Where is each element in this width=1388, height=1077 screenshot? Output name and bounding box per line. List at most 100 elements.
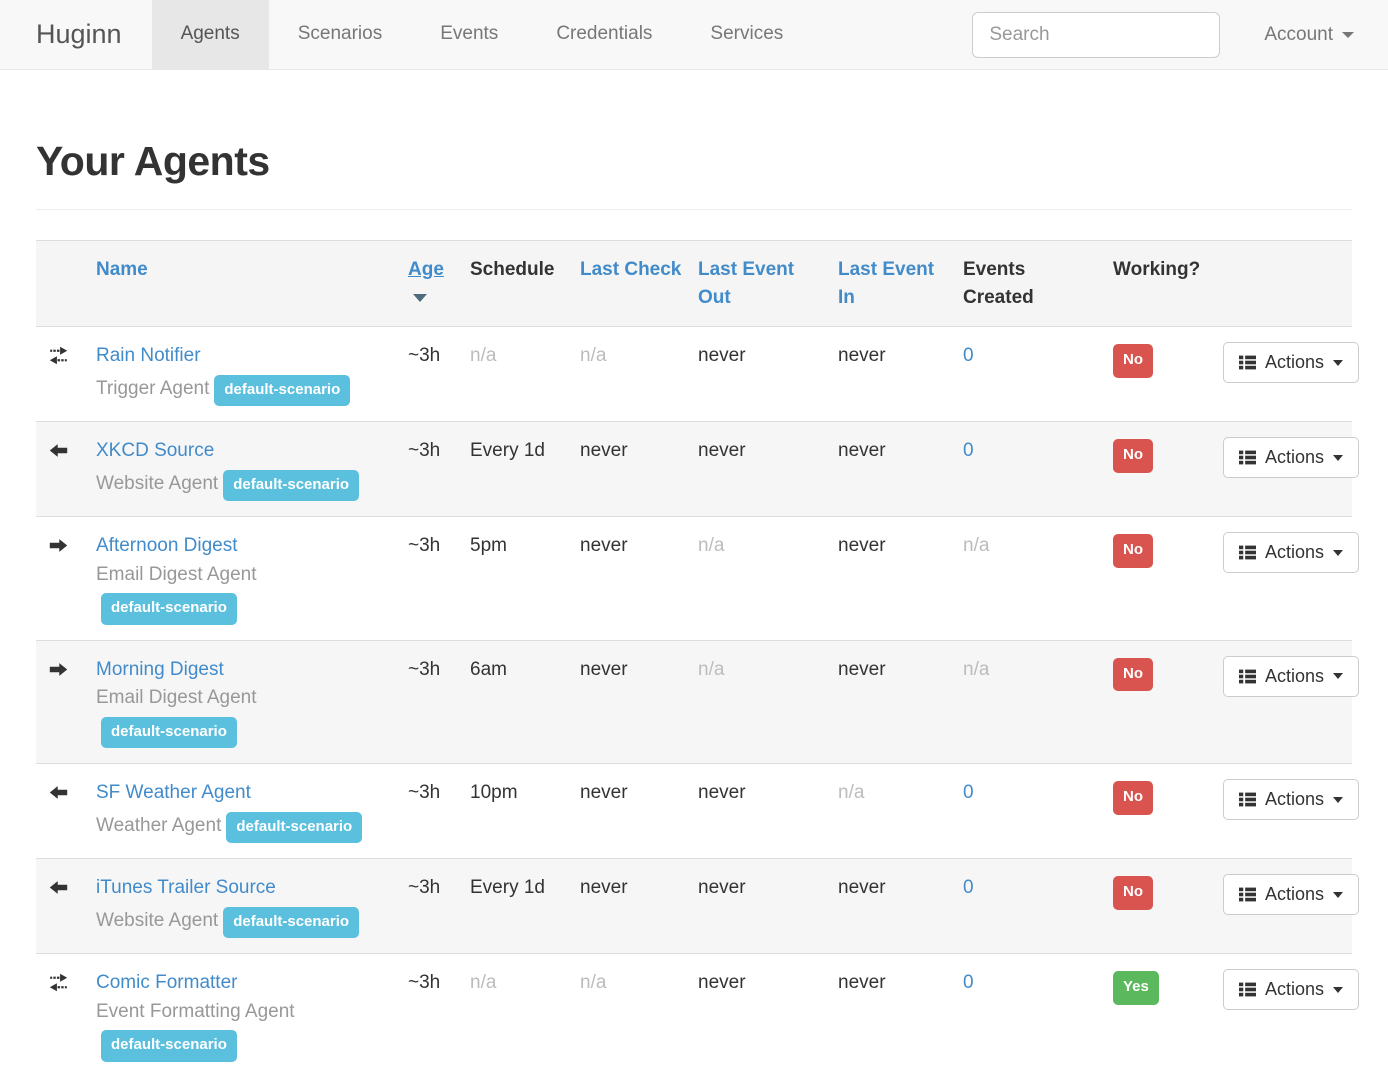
agent-name-link[interactable]: XKCD Source: [96, 440, 215, 462]
events-created-cell: 0: [955, 421, 1105, 517]
name-cell: iTunes Trailer Source Website Agent defau…: [88, 858, 400, 954]
last-event-out-cell: never: [690, 421, 830, 517]
sort-desc-icon: [413, 293, 427, 302]
agent-name-link[interactable]: iTunes Trailer Source: [96, 877, 276, 899]
last-event-out-cell: never: [690, 326, 830, 422]
age-value: ~3h: [408, 535, 441, 557]
actions-button-label: Actions: [1265, 789, 1325, 810]
last-event-in-cell: never: [830, 858, 955, 954]
scenario-badge[interactable]: default-scenario: [101, 1030, 237, 1062]
actions-button-label: Actions: [1265, 884, 1325, 905]
last-check-value: never: [580, 535, 628, 557]
nav-item-scenarios[interactable]: Scenarios: [297, 23, 383, 44]
header-age-link[interactable]: Age: [408, 259, 444, 280]
header-name-link[interactable]: Name: [96, 259, 148, 280]
working-cell: No: [1105, 421, 1215, 517]
actions-button[interactable]: Actions: [1223, 532, 1360, 574]
working-cell: No: [1105, 763, 1215, 859]
last-event-in-cell: never: [830, 953, 955, 1077]
agents-table: Name Age Schedule Last Check Last Event …: [36, 239, 1360, 1077]
nav-item-services[interactable]: Services: [710, 23, 784, 44]
nav-item-agents[interactable]: Agents: [151, 0, 269, 69]
direction-cell: [36, 953, 88, 1077]
scenario-badge[interactable]: default-scenario: [223, 469, 360, 502]
header-last-event-out-link[interactable]: Last Event Out: [698, 259, 795, 308]
header-events-created: Events Created: [955, 239, 1105, 328]
last-check-value: never: [580, 782, 628, 804]
scenario-badge[interactable]: default-scenario: [101, 716, 237, 749]
nav-item-credentials[interactable]: Credentials: [556, 23, 653, 44]
chevron-down-icon: [1333, 549, 1344, 556]
last-check-value: never: [580, 877, 628, 899]
th-list-icon: [1239, 668, 1256, 685]
last-event-out-value: n/a: [698, 535, 725, 557]
last-check-value: n/a: [580, 345, 607, 367]
th-list-icon: [1239, 354, 1256, 371]
agent-row: Comic Formatter Event Formatting Agentde…: [36, 953, 1360, 1077]
header-last-check-link[interactable]: Last Check: [580, 259, 682, 280]
agent-name-link[interactable]: SF Weather Agent: [96, 782, 251, 804]
th-list-icon: [1239, 981, 1256, 998]
nav-item-events[interactable]: Events: [440, 23, 499, 44]
working-cell: No: [1105, 326, 1215, 422]
agent-name-link[interactable]: Morning Digest: [96, 658, 224, 680]
last-event-in-cell: n/a: [830, 763, 955, 859]
age-cell: ~3h: [400, 953, 462, 1077]
brand-logo[interactable]: Huginn: [36, 19, 122, 49]
agent-row: Rain Notifier Trigger Agent default-scena…: [36, 326, 1360, 422]
working-status-badge: No: [1113, 439, 1153, 473]
direction-cell: [36, 421, 88, 517]
header-last-event-in: Last Event In: [830, 239, 955, 328]
direction-cell: [36, 639, 88, 764]
agent-type-label: Website Agent: [96, 472, 219, 494]
events-created-value: n/a: [963, 658, 990, 680]
working-status-badge: No: [1113, 657, 1153, 692]
agent-row: XKCD Source Website Agent default-scenari…: [36, 421, 1360, 517]
main-content: Your Agents Name Age Schedule Last Check…: [0, 138, 1388, 1077]
schedule-cell: n/a: [462, 326, 572, 422]
agent-row: Afternoon Digest Email Digest Agent defau…: [36, 516, 1360, 641]
age-value: ~3h: [408, 972, 441, 994]
actions-button[interactable]: Actions: [1223, 437, 1360, 479]
agent-name-link[interactable]: Rain Notifier: [96, 345, 201, 367]
header-schedule-label: Schedule: [470, 259, 555, 280]
scenario-badge[interactable]: default-scenario: [223, 906, 360, 939]
arrow-right-icon: [49, 660, 80, 679]
actions-button[interactable]: Actions: [1223, 779, 1360, 821]
schedule-cell: 10pm: [462, 763, 572, 859]
schedule-value: 6am: [470, 658, 507, 680]
last-check-value: never: [580, 440, 628, 462]
working-cell: No: [1105, 858, 1215, 954]
agent-name-link[interactable]: Comic Formatter: [96, 972, 238, 994]
actions-button[interactable]: Actions: [1223, 874, 1360, 916]
events-created-cell: 0: [955, 858, 1105, 954]
schedule-value: Every 1d: [470, 440, 545, 462]
agent-type-label: Trigger Agent: [96, 377, 210, 399]
search-input[interactable]: [972, 11, 1221, 58]
title-divider: [36, 209, 1352, 210]
last-event-in-value: never: [838, 658, 886, 680]
name-cell: SF Weather Agent Weather Agent default-sc…: [88, 763, 400, 859]
last-event-out-cell: n/a: [690, 639, 830, 764]
last-check-cell: n/a: [572, 326, 690, 422]
account-menu[interactable]: Account: [1264, 24, 1354, 46]
age-value: ~3h: [408, 877, 441, 899]
last-event-out-cell: never: [690, 953, 830, 1077]
agent-type-label: Email Digest Agent: [96, 563, 257, 585]
scenario-badge[interactable]: default-scenario: [214, 374, 351, 407]
working-status-badge: No: [1113, 534, 1153, 568]
age-cell: ~3h: [400, 858, 462, 954]
th-list-icon: [1239, 791, 1256, 808]
direction-cell: [36, 516, 88, 641]
header-last-event-in-link[interactable]: Last Event In: [838, 259, 935, 308]
scenario-badge[interactable]: default-scenario: [101, 593, 237, 625]
header-last-event-out: Last Event Out: [690, 239, 830, 328]
last-event-out-value: never: [698, 345, 746, 367]
last-event-out-value: never: [698, 440, 746, 462]
agent-name-link[interactable]: Afternoon Digest: [96, 535, 238, 557]
actions-button[interactable]: Actions: [1223, 655, 1360, 697]
schedule-cell: n/a: [462, 953, 572, 1077]
scenario-badge[interactable]: default-scenario: [226, 811, 363, 844]
actions-button[interactable]: Actions: [1223, 342, 1360, 384]
events-created-cell: n/a: [955, 639, 1105, 764]
